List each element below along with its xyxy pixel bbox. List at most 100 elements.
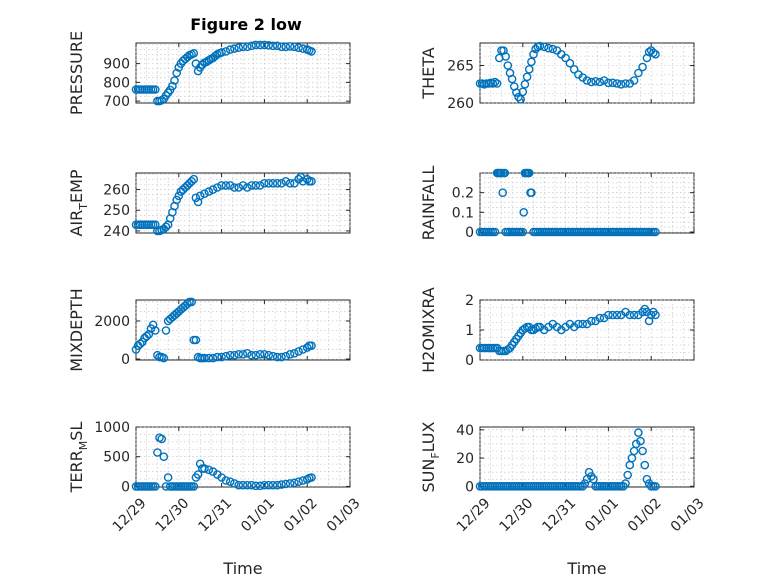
data-point bbox=[272, 480, 282, 490]
data-point bbox=[294, 43, 303, 53]
data-point bbox=[247, 350, 256, 360]
data-point bbox=[272, 352, 282, 362]
data-point bbox=[294, 174, 303, 184]
data-point bbox=[522, 72, 532, 82]
data-point bbox=[163, 473, 173, 482]
subplot-8: 0 20 40 12/29 12/30 12/31 01/01 01/02 01/03 SUNFL… bbox=[419, 421, 708, 578]
data-point bbox=[527, 57, 536, 67]
data-point bbox=[195, 191, 205, 201]
data-point bbox=[204, 56, 214, 65]
data-point bbox=[294, 347, 303, 356]
y-tick-label: 265 bbox=[447, 59, 474, 75]
data-point bbox=[230, 350, 239, 360]
data-point bbox=[651, 310, 660, 320]
data-point bbox=[302, 174, 312, 184]
data-point bbox=[277, 352, 286, 362]
data-point bbox=[608, 78, 618, 88]
x-tick-label: 01/03 bbox=[668, 495, 708, 535]
data-point bbox=[290, 348, 299, 358]
y-tick-label: 2000 bbox=[94, 314, 130, 330]
data-point bbox=[612, 79, 622, 88]
data-point bbox=[272, 41, 282, 51]
data-point bbox=[535, 41, 545, 51]
data-point bbox=[625, 310, 635, 320]
data-point bbox=[544, 43, 553, 53]
data-point bbox=[277, 480, 286, 489]
data-point bbox=[251, 350, 261, 360]
x-tick-label: 01/01 bbox=[582, 495, 622, 535]
x-tick-label: 12/30 bbox=[497, 495, 537, 535]
y-axis-label-text: SUN bbox=[419, 459, 438, 493]
data-point bbox=[187, 297, 196, 307]
data-point bbox=[230, 44, 239, 53]
data-point bbox=[285, 479, 295, 488]
data-point bbox=[197, 60, 207, 69]
data-point bbox=[135, 339, 145, 349]
plot-area bbox=[479, 299, 695, 361]
y-axis-label-rest: LUX bbox=[419, 421, 438, 452]
data-point bbox=[529, 50, 538, 59]
data-point bbox=[518, 227, 528, 237]
plot-area bbox=[479, 172, 695, 234]
data-point bbox=[210, 51, 220, 61]
data-point bbox=[631, 439, 641, 449]
figure-title: Figure 2 low bbox=[190, 15, 302, 34]
data-point bbox=[172, 195, 181, 205]
data-point bbox=[490, 227, 500, 237]
data-point bbox=[238, 181, 248, 190]
data-point bbox=[604, 78, 613, 88]
data-point bbox=[221, 476, 231, 485]
y-axis-label-subscript: T bbox=[77, 203, 90, 211]
data-point bbox=[144, 329, 154, 339]
data-point bbox=[580, 479, 590, 488]
data-point bbox=[221, 181, 231, 190]
data-point bbox=[153, 448, 162, 457]
y-tick-label: 0 bbox=[465, 353, 474, 369]
subplot-2: 260 265 THETA bbox=[419, 41, 695, 112]
data-point bbox=[238, 349, 248, 359]
x-tick-label: 01/02 bbox=[281, 495, 321, 535]
x-tick-label: 01/01 bbox=[238, 495, 278, 535]
data-point bbox=[503, 61, 513, 70]
data-point bbox=[230, 183, 239, 192]
data-point bbox=[307, 176, 316, 186]
data-point bbox=[281, 176, 291, 186]
y-tick-label: 0 bbox=[465, 225, 474, 241]
data-point bbox=[636, 436, 645, 446]
data-point bbox=[247, 480, 256, 490]
y-axis-label-subscript: F bbox=[429, 452, 442, 458]
y-axis-label: SUNFLUX bbox=[419, 421, 442, 492]
y-tick-label: 250 bbox=[103, 203, 130, 219]
data-point bbox=[264, 480, 274, 490]
data-point bbox=[260, 480, 269, 490]
data-point bbox=[251, 40, 261, 50]
x-axis-label: Time bbox=[222, 559, 262, 578]
data-point bbox=[514, 92, 523, 102]
data-point bbox=[260, 178, 269, 188]
data-point bbox=[298, 345, 308, 354]
data-point bbox=[172, 68, 181, 78]
data-point bbox=[591, 77, 600, 86]
y-tick-label: 700 bbox=[103, 94, 130, 110]
data-point bbox=[488, 79, 498, 88]
data-point bbox=[578, 319, 588, 329]
data-point bbox=[642, 474, 652, 484]
data-point bbox=[260, 349, 269, 359]
data-point bbox=[230, 479, 239, 488]
data-point bbox=[189, 174, 199, 184]
data-point bbox=[193, 470, 203, 479]
data-point bbox=[281, 42, 291, 52]
data-point bbox=[189, 49, 199, 58]
data-point bbox=[174, 191, 184, 201]
data-point bbox=[629, 76, 639, 85]
data-point bbox=[217, 352, 226, 362]
data-point bbox=[268, 351, 278, 361]
data-point bbox=[634, 68, 643, 78]
subplot-4: 0 0.1 0.2 RAINFALL bbox=[419, 166, 695, 241]
data-point bbox=[519, 207, 529, 217]
y-tick-label: 800 bbox=[103, 75, 130, 91]
data-point bbox=[307, 341, 316, 351]
y-axis-label: MIXDEPTH bbox=[67, 288, 86, 371]
x-tick-label: 01/03 bbox=[324, 495, 364, 535]
data-point bbox=[634, 428, 643, 437]
